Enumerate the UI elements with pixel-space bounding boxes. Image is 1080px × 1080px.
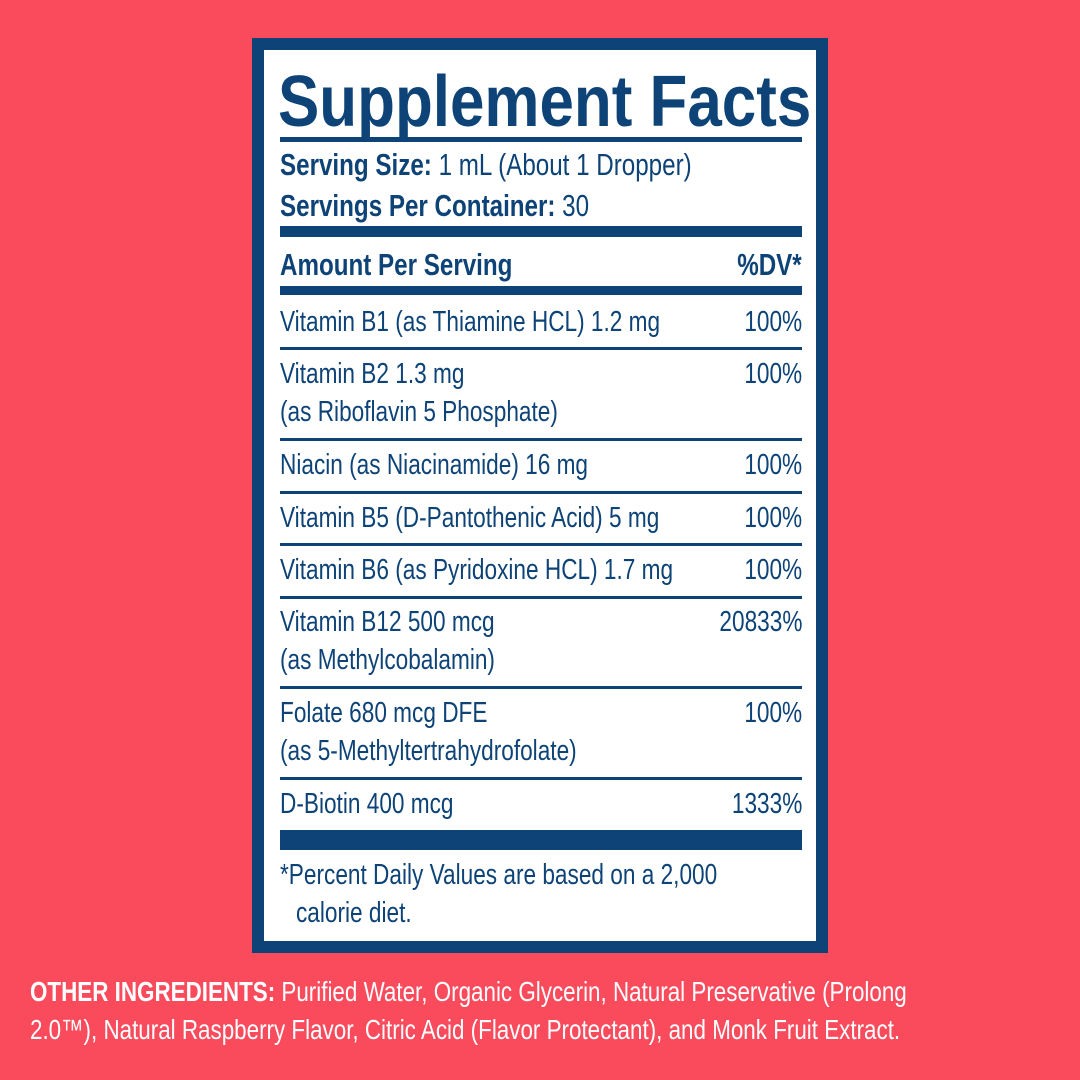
row-divider — [280, 438, 802, 441]
servings-value: 30 — [555, 188, 590, 223]
row-divider — [280, 596, 802, 599]
row-divider — [280, 491, 802, 494]
row-divider — [280, 347, 802, 350]
serving-size-value: 1 mL (About 1 Dropper) — [431, 147, 692, 182]
amount-per-serving-header: Amount Per Serving — [280, 247, 513, 282]
nutrient-source: (as Methylcobalamin) — [280, 644, 495, 676]
divider — [280, 137, 802, 142]
nutrient-dv: 20833% — [718, 606, 802, 638]
footnote-line2: calorie diet. — [296, 897, 412, 929]
row-divider — [280, 686, 802, 689]
nutrient-name: Vitamin B2 1.3 mg — [280, 358, 465, 390]
nutrient-name: Vitamin B12 500 mcg — [280, 606, 495, 638]
serving-size-label: Serving Size: — [280, 147, 432, 182]
nutrient-name: D-Biotin 400 mcg — [280, 788, 454, 820]
supplement-facts-panel: Supplement Facts Serving Size: 1 mL (Abo… — [252, 38, 828, 953]
other-ingredients-line1: OTHER INGREDIENTS: Purified Water, Organ… — [30, 978, 907, 1006]
nutrient-dv: 100% — [744, 358, 802, 390]
nutrient-name: Vitamin B6 (as Pyridoxine HCL) 1.7 mg — [280, 554, 674, 586]
divider-thick — [280, 226, 802, 237]
nutrient-name: Vitamin B1 (as Thiamine HCL) 1.2 mg — [280, 306, 661, 338]
nutrient-name: Vitamin B5 (D-Pantothenic Acid) 5 mg — [280, 502, 660, 534]
panel-title: Supplement Facts — [278, 62, 812, 142]
row-divider — [280, 543, 802, 546]
servings-per-container: Servings Per Container: 30 — [280, 190, 589, 221]
nutrient-dv: 100% — [744, 502, 802, 534]
nutrient-dv: 100% — [744, 554, 802, 586]
nutrient-source: (as 5-Methyltertrahydrofolate) — [280, 735, 577, 767]
other-ingredients-label: OTHER INGREDIENTS: — [30, 976, 276, 1007]
nutrient-dv: 100% — [744, 697, 802, 729]
nutrient-source: (as Riboflavin 5 Phosphate) — [280, 396, 558, 428]
nutrient-dv: 1333% — [731, 788, 802, 820]
other-ingredients-line2: 2.0™), Natural Raspberry Flavor, Citric … — [30, 1014, 901, 1045]
nutrient-dv: 100% — [744, 306, 802, 338]
nutrient-name: Folate 680 mcg DFE — [280, 697, 488, 729]
serving-size: Serving Size: 1 mL (About 1 Dropper) — [280, 149, 692, 180]
divider-thick — [280, 830, 802, 850]
divider-thick — [280, 286, 802, 295]
nutrient-name: Niacin (as Niacinamide) 16 mg — [280, 449, 589, 481]
nutrient-dv: 100% — [744, 449, 802, 481]
dv-header: %DV* — [737, 247, 802, 282]
footnote-line1: *Percent Daily Values are based on a 2,0… — [280, 859, 718, 891]
other-ingredients-text: Purified Water, Organic Glycerin, Natura… — [275, 976, 907, 1007]
servings-label: Servings Per Container: — [280, 188, 556, 223]
row-divider — [280, 777, 802, 780]
